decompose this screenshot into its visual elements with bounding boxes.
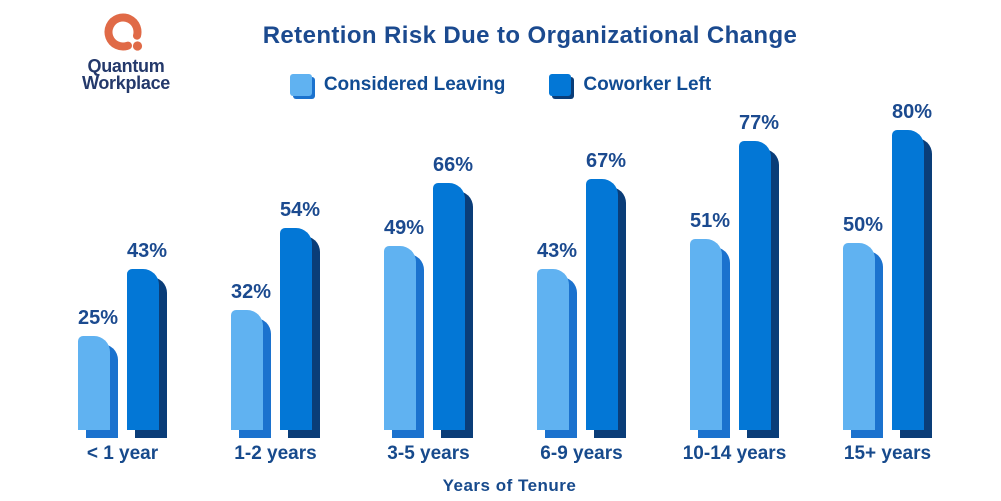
bar: [586, 178, 618, 430]
bar: [739, 141, 771, 430]
bar-value-label: 50%: [843, 213, 884, 236]
bar: [127, 268, 159, 430]
bar-group: 43% 67% 6-9 years: [537, 108, 626, 465]
category-label: 15+ years: [843, 443, 932, 464]
bar: [690, 238, 722, 430]
bar-value-label: 25%: [78, 307, 119, 330]
bar-value-label: 54%: [280, 198, 321, 221]
bar: [892, 130, 924, 430]
legend-swatch-icon: [549, 74, 572, 96]
category-label: 1-2 years: [234, 443, 317, 464]
bar: [384, 246, 416, 430]
logo-line-1: Quantum: [87, 56, 165, 76]
bar: [843, 242, 875, 430]
bar-group: 32% 54% 1-2 years: [231, 108, 320, 465]
category-label: 6-9 years: [540, 443, 623, 464]
bar: [537, 268, 569, 430]
category-label: 10-14 years: [682, 443, 787, 464]
bar-group: 50% 80% 15+ years: [843, 101, 932, 465]
bar-value-label: 66%: [433, 153, 474, 176]
bar-group: 51% 77% 10-14 years: [683, 108, 787, 465]
category-label: < 1 year: [86, 443, 159, 464]
bar-value-label: 32%: [231, 281, 272, 303]
bar: [78, 336, 110, 430]
legend-label: Coworker Left: [583, 74, 712, 95]
bar: [280, 227, 312, 430]
bar-value-label: 49%: [384, 217, 425, 240]
legend-item-considered-leaving: Considered Leaving: [289, 74, 506, 96]
bar: [231, 310, 263, 430]
bar-value-label: 43%: [127, 239, 168, 262]
logo-wordmark: Quantum Workplace: [81, 56, 170, 93]
bar-value-label: 43%: [537, 239, 578, 262]
bar-group: 49% 66% 3-5 years: [384, 108, 473, 465]
quantum-workplace-logo: Quantum Workplace: [76, 12, 176, 92]
bar-value-label: 67%: [586, 149, 627, 172]
bar-value-label: 77%: [739, 112, 780, 135]
logo-q-icon: [103, 12, 149, 58]
logo-line-2: Workplace: [81, 73, 170, 93]
chart-title: Retention Risk Due to Organizational Cha…: [262, 22, 798, 49]
legend-label: Considered Leaving: [323, 74, 506, 95]
bar: [433, 182, 465, 430]
legend-swatch-icon: [289, 74, 312, 96]
category-label: 3-5 years: [387, 443, 470, 464]
x-axis-label: Years of Tenure: [442, 476, 577, 495]
legend: Considered Leaving Coworker Left: [0, 74, 1001, 96]
bar-group: 25% 43% < 1 year: [78, 108, 167, 465]
legend-item-coworker-left: Coworker Left: [549, 74, 711, 96]
bar-value-label: 51%: [690, 209, 731, 232]
bar-value-label: 80%: [892, 101, 933, 123]
